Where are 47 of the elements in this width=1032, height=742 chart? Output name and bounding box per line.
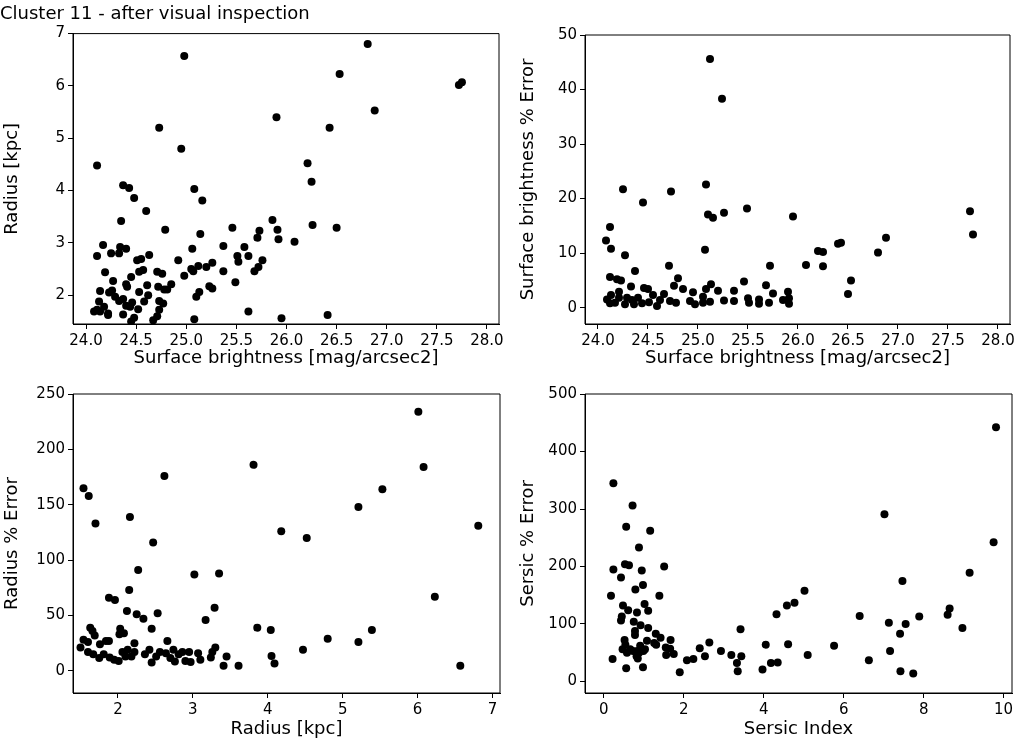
y-tick-label: 500 — [548, 383, 577, 402]
y-tick-label: 20 — [557, 188, 577, 207]
y-tick-label: 6 — [55, 75, 65, 94]
x-tick-label: 4 — [758, 699, 769, 718]
x-axis-title: Sersic Index — [743, 716, 854, 738]
y-tick-label: 50 — [45, 605, 65, 624]
y-tick-label: 0 — [55, 660, 65, 679]
y-axis-title: Surface brightness % Error — [516, 58, 538, 301]
y-tick-label: 100 — [548, 613, 577, 632]
y-tick-label: 10 — [557, 243, 577, 261]
y-tick-label: 30 — [557, 133, 577, 152]
y-axis-title: Radius [kpc] — [0, 122, 22, 235]
x-tick-label: 5 — [337, 699, 348, 718]
y-tick-label: 100 — [36, 550, 65, 568]
y-tick-label: 0 — [567, 297, 577, 316]
x-tick-label: 24.0 — [581, 330, 615, 349]
x-tick-label: 10 — [994, 699, 1014, 718]
x-tick-label: 7 — [487, 699, 498, 718]
y-tick-label: 2 — [55, 285, 65, 304]
x-tick-label: 2 — [678, 699, 689, 718]
y-tick-label: 400 — [548, 441, 577, 460]
x-tick-label: 8 — [918, 699, 929, 718]
x-tick-label: 6 — [838, 699, 849, 718]
y-axis-title: Sersic % Error — [516, 479, 538, 607]
y-tick-label: 250 — [36, 383, 65, 402]
y-tick-label: 200 — [36, 439, 65, 458]
x-tick-label: 3 — [188, 699, 198, 718]
y-tick-label: 5 — [55, 128, 65, 147]
x-tick-label: 4 — [263, 699, 273, 718]
y-tick-label: 3 — [55, 232, 65, 251]
y-axis-title: Radius % Error — [0, 476, 22, 610]
y-tick-label: 40 — [557, 79, 577, 98]
y-tick-label: 50 — [557, 24, 577, 43]
x-tick-label: 28.0 — [981, 330, 1015, 349]
y-tick-label: 200 — [548, 556, 577, 575]
x-tick-label: 6 — [412, 699, 423, 718]
y-tick-label: 150 — [36, 494, 65, 513]
y-tick-label: 7 — [55, 23, 65, 42]
y-tick-label: 0 — [567, 671, 577, 690]
y-tick-label: 4 — [55, 180, 65, 199]
chart-title: Cluster 11 - after visual inspection — [0, 2, 310, 24]
x-tick-label: 2 — [113, 699, 123, 718]
x-tick-label: 0 — [599, 699, 609, 718]
x-tick-label: 24.0 — [69, 330, 103, 349]
x-axis-title: Radius [kpc] — [230, 716, 343, 738]
x-tick-label: 28.0 — [470, 330, 504, 349]
y-tick-label: 300 — [548, 498, 577, 517]
